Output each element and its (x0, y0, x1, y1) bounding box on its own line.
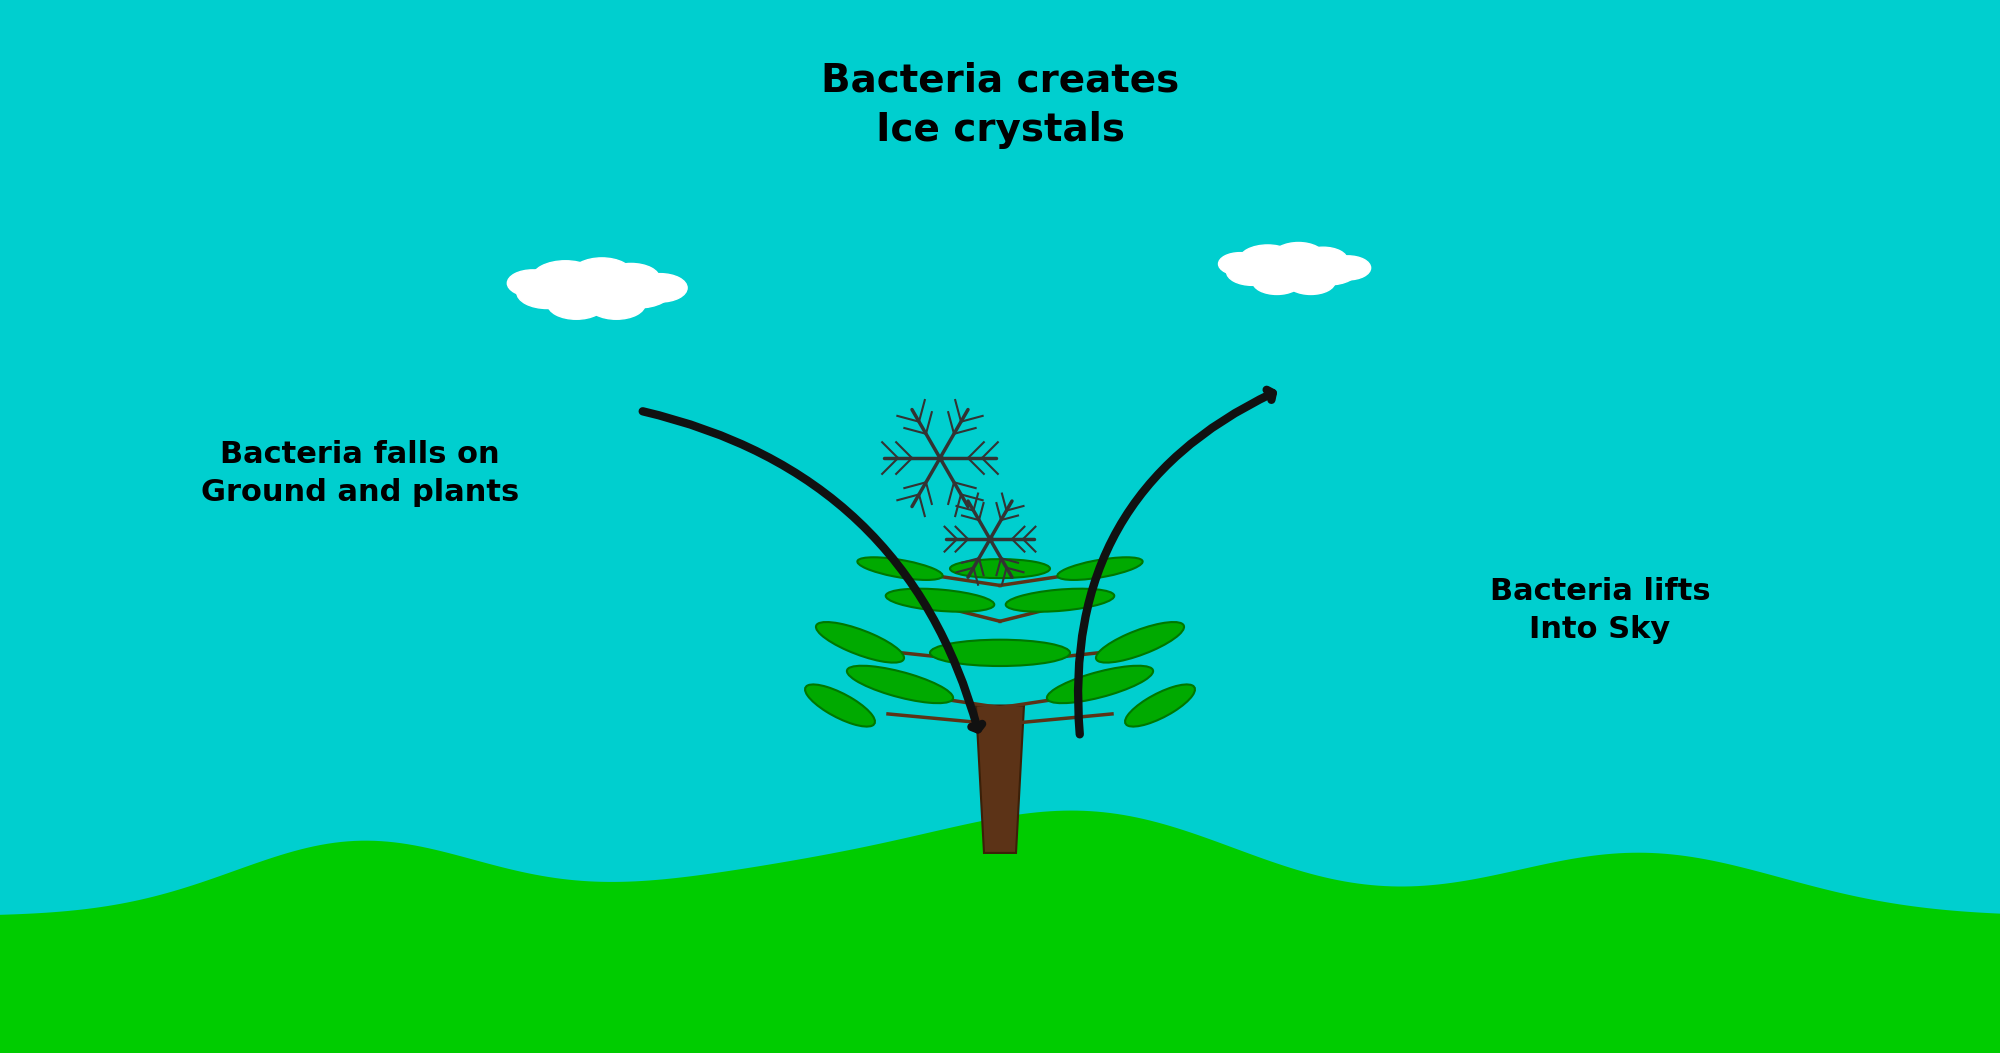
Ellipse shape (1006, 589, 1114, 612)
Circle shape (1300, 255, 1358, 285)
Circle shape (588, 289, 646, 319)
Ellipse shape (1096, 622, 1184, 662)
Circle shape (1218, 253, 1262, 275)
Circle shape (1286, 269, 1336, 295)
Text: Bacteria creates
Ice crystals: Bacteria creates Ice crystals (820, 61, 1180, 150)
Text: Bacteria falls on
Ground and plants: Bacteria falls on Ground and plants (200, 440, 520, 508)
Circle shape (532, 261, 600, 296)
Circle shape (1252, 269, 1302, 295)
Circle shape (572, 258, 632, 290)
Circle shape (1240, 245, 1296, 275)
Circle shape (546, 277, 614, 313)
Ellipse shape (886, 589, 994, 612)
Ellipse shape (858, 557, 942, 580)
Ellipse shape (816, 622, 904, 662)
Ellipse shape (1046, 665, 1154, 703)
Circle shape (1226, 258, 1278, 285)
Circle shape (516, 277, 578, 309)
Polygon shape (976, 706, 1024, 853)
Circle shape (1298, 247, 1348, 273)
Polygon shape (0, 811, 2000, 1053)
Circle shape (1324, 256, 1370, 280)
Circle shape (634, 274, 688, 302)
Ellipse shape (1126, 684, 1194, 727)
Ellipse shape (806, 684, 874, 727)
Circle shape (578, 270, 640, 301)
Ellipse shape (930, 639, 1070, 667)
Ellipse shape (846, 665, 954, 703)
Ellipse shape (1058, 557, 1142, 580)
Circle shape (508, 270, 558, 297)
Circle shape (604, 273, 672, 307)
Circle shape (1272, 242, 1324, 270)
Circle shape (548, 289, 606, 319)
Ellipse shape (950, 559, 1050, 578)
Circle shape (1252, 259, 1308, 289)
Circle shape (602, 263, 660, 294)
Text: Bacteria lifts
Into Sky: Bacteria lifts Into Sky (1490, 577, 1710, 644)
Circle shape (1278, 253, 1330, 279)
